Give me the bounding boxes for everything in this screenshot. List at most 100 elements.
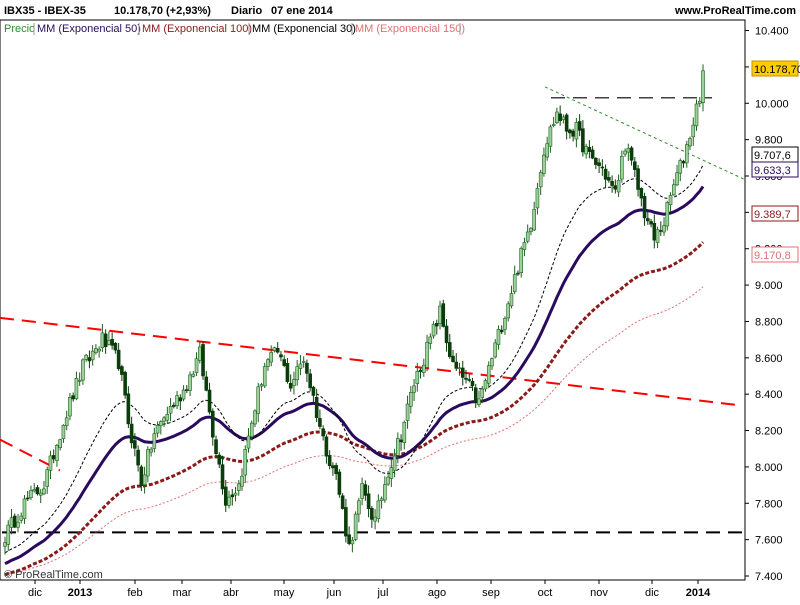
candle-body bbox=[480, 388, 485, 398]
candle-body bbox=[503, 317, 507, 330]
candle-body bbox=[204, 376, 209, 391]
candle-body bbox=[418, 369, 423, 372]
candle-body bbox=[701, 70, 705, 103]
candle-body bbox=[396, 438, 400, 456]
y-tick-label: 7.600 bbox=[755, 535, 783, 547]
x-tick-label: oct bbox=[538, 587, 553, 599]
candle-body bbox=[207, 389, 212, 413]
candle-body bbox=[626, 147, 631, 153]
candle-body bbox=[581, 128, 585, 153]
candle-body bbox=[642, 196, 647, 219]
candle-body bbox=[366, 493, 371, 509]
candle-body bbox=[344, 507, 348, 537]
candle-body bbox=[210, 410, 215, 438]
candle-body bbox=[584, 146, 588, 155]
candle-body bbox=[438, 305, 442, 324]
candle-body bbox=[684, 144, 689, 164]
moving-averages bbox=[4, 164, 705, 577]
candle-body bbox=[55, 444, 59, 461]
candle-body bbox=[535, 188, 540, 209]
candle-body bbox=[81, 359, 85, 381]
candle-body bbox=[454, 361, 459, 369]
candle-body bbox=[662, 225, 666, 233]
candle-body bbox=[409, 392, 413, 407]
candle-body bbox=[587, 146, 592, 152]
candle-body bbox=[493, 342, 498, 358]
candle-body bbox=[470, 380, 475, 387]
candle-body bbox=[697, 101, 702, 104]
candle-body bbox=[623, 150, 627, 155]
y-tick-label: 7.400 bbox=[755, 571, 783, 583]
candle-body bbox=[110, 338, 114, 346]
candle-body bbox=[256, 386, 261, 414]
candle-body bbox=[594, 157, 598, 165]
candle-body bbox=[525, 231, 530, 242]
candle-body bbox=[490, 358, 494, 367]
candle-body bbox=[425, 341, 429, 368]
candle-body bbox=[74, 377, 79, 400]
candle-body bbox=[334, 465, 338, 475]
candle-body bbox=[691, 124, 696, 138]
header-site[interactable]: www.ProRealTime.com bbox=[674, 5, 796, 17]
candle-body bbox=[240, 475, 244, 487]
candle-body bbox=[48, 455, 53, 471]
header-symbol: IBX35 - IBEX-35 bbox=[4, 5, 86, 17]
candle-body bbox=[603, 168, 608, 180]
candle-body bbox=[509, 293, 514, 307]
candle-body bbox=[51, 455, 56, 460]
candle-body bbox=[292, 379, 296, 387]
candle-body bbox=[681, 160, 686, 164]
candle-body bbox=[249, 422, 254, 438]
candle-body bbox=[301, 361, 306, 363]
copyright: © ProRealTime.com bbox=[4, 569, 103, 581]
legend-item: MM (Exponencial 30) bbox=[252, 23, 356, 35]
candle-body bbox=[136, 449, 140, 466]
candle-body bbox=[538, 172, 543, 188]
candle-body bbox=[629, 147, 634, 161]
x-tick-label: feb bbox=[127, 587, 142, 599]
x-tick-label: nov bbox=[590, 587, 608, 599]
candle-body bbox=[201, 344, 205, 377]
y-tick-label: 8.400 bbox=[755, 389, 783, 401]
candle-body bbox=[532, 209, 536, 231]
candle-body bbox=[633, 161, 637, 170]
candle-body bbox=[236, 483, 241, 491]
candle-body bbox=[360, 483, 364, 499]
candle-body bbox=[350, 539, 355, 545]
candle-body bbox=[45, 469, 50, 487]
candle-body bbox=[636, 168, 640, 190]
candle-body bbox=[551, 124, 556, 127]
candle-body bbox=[22, 498, 27, 519]
x-tick-label: mar bbox=[173, 587, 192, 599]
candle-body bbox=[558, 113, 562, 121]
candle-body bbox=[84, 354, 88, 360]
candle-body bbox=[564, 114, 569, 132]
candle-body bbox=[61, 424, 66, 439]
candle-body bbox=[71, 395, 75, 400]
candle-body bbox=[694, 103, 699, 127]
candle-body bbox=[383, 484, 387, 501]
candle-body bbox=[233, 492, 238, 496]
candle-body bbox=[12, 515, 17, 528]
candle-body bbox=[441, 303, 446, 327]
candle-body bbox=[126, 393, 131, 425]
candle-body bbox=[29, 490, 33, 498]
ema30-line bbox=[4, 164, 704, 554]
y-tick-label: 9.000 bbox=[755, 280, 783, 292]
candle-body bbox=[266, 359, 270, 367]
green-trend-line bbox=[544, 86, 746, 181]
legend-item: Precio bbox=[4, 23, 35, 35]
candle-body bbox=[262, 366, 267, 387]
candle-body bbox=[19, 515, 24, 521]
candle-body bbox=[178, 397, 183, 402]
candle-body bbox=[516, 272, 520, 275]
x-tick-label: abr bbox=[223, 587, 239, 599]
y-tick-label: 8.000 bbox=[755, 462, 783, 474]
candle-body bbox=[600, 166, 605, 169]
candle-body bbox=[671, 184, 676, 196]
value-label: 9.170,8 bbox=[754, 250, 791, 262]
y-tick-label: 9.800 bbox=[755, 135, 783, 147]
candle-body bbox=[35, 487, 40, 495]
candle-body bbox=[38, 492, 43, 496]
candle-body bbox=[230, 494, 235, 498]
